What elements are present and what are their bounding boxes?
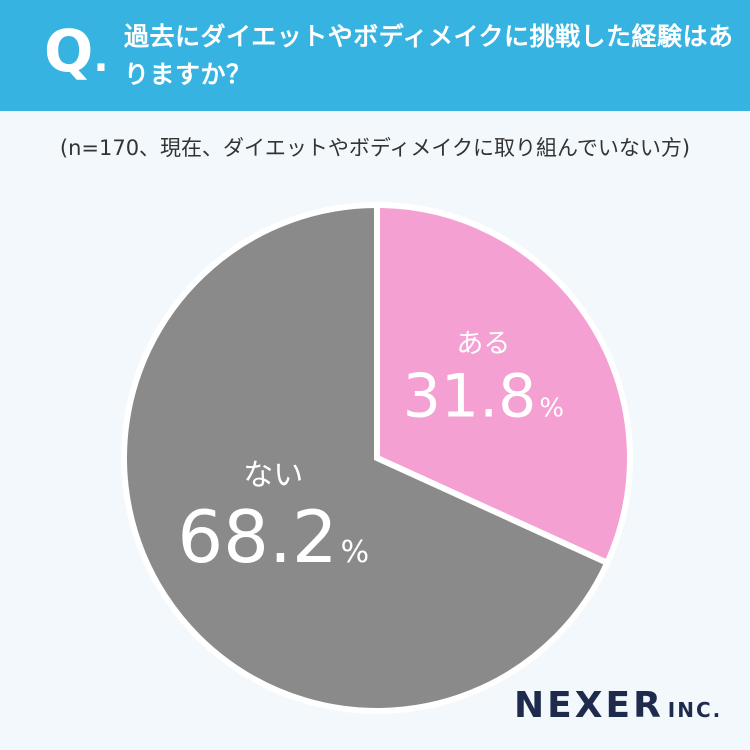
slice-label-1: ない [243,458,303,493]
question-mark: Q. [44,17,109,85]
question-text: 過去にダイエットやボディメイクに挑戦した経験はありますか？ [124,22,734,89]
slice-label-0: ある [456,328,510,359]
slice-value-0: 31.8% [403,362,564,432]
slice-value-1: 68.2% [177,495,369,579]
pie-slice-0 [374,201,633,567]
brand-logo: NEXER INC. [514,685,723,726]
question-header: Q. 過去にダイエットやボディメイクに挑戦した経験はありますか？ [0,0,750,111]
sample-note: (n=170、現在、ダイエットやボディメイクに取り組んでいない方) [59,136,691,160]
pie-slice-1 [121,201,612,714]
